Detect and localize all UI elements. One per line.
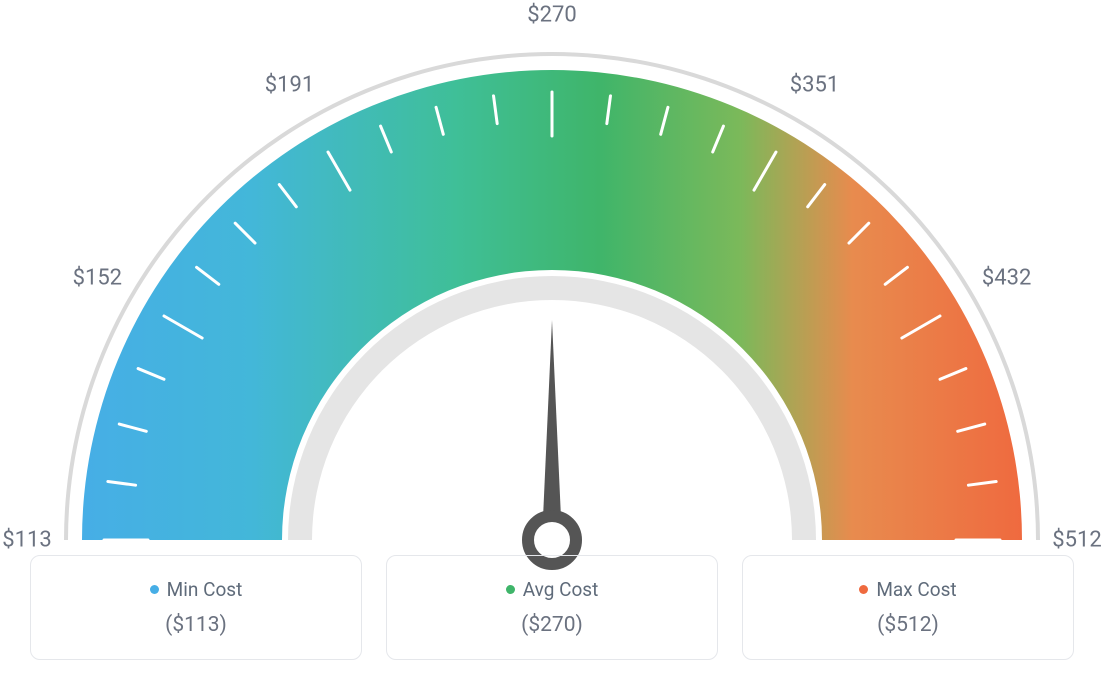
dot-avg (506, 585, 515, 594)
stat-label-min: Min Cost (167, 578, 243, 601)
dot-max (859, 585, 868, 594)
stat-value-avg: ($270) (399, 613, 705, 637)
stat-card-max: Max Cost ($512) (742, 555, 1074, 660)
stat-label-avg: Avg Cost (523, 578, 599, 601)
stat-title-min: Min Cost (150, 578, 243, 601)
gauge-tick-label: $512 (1052, 528, 1101, 553)
gauge-chart: $113 $152 $191 $270 $351 $432 $512 (0, 0, 1104, 560)
dot-min (150, 585, 159, 594)
stat-value-min: ($113) (43, 613, 349, 637)
stat-label-max: Max Cost (876, 578, 956, 601)
stat-value-max: ($512) (755, 613, 1061, 637)
stats-row: Min Cost ($113) Avg Cost ($270) Max Cost… (30, 555, 1074, 660)
gauge-tick-label: $152 (73, 265, 122, 290)
gauge-svg (22, 20, 1082, 580)
gauge-tick-label: $270 (527, 3, 576, 28)
gauge-tick-label: $191 (265, 73, 314, 98)
stat-title-avg: Avg Cost (506, 578, 599, 601)
gauge-tick-label: $113 (2, 528, 51, 553)
stat-title-max: Max Cost (859, 578, 956, 601)
gauge-tick-label: $351 (790, 73, 839, 98)
gauge-tick-label: $432 (982, 265, 1031, 290)
stat-card-avg: Avg Cost ($270) (386, 555, 718, 660)
stat-card-min: Min Cost ($113) (30, 555, 362, 660)
